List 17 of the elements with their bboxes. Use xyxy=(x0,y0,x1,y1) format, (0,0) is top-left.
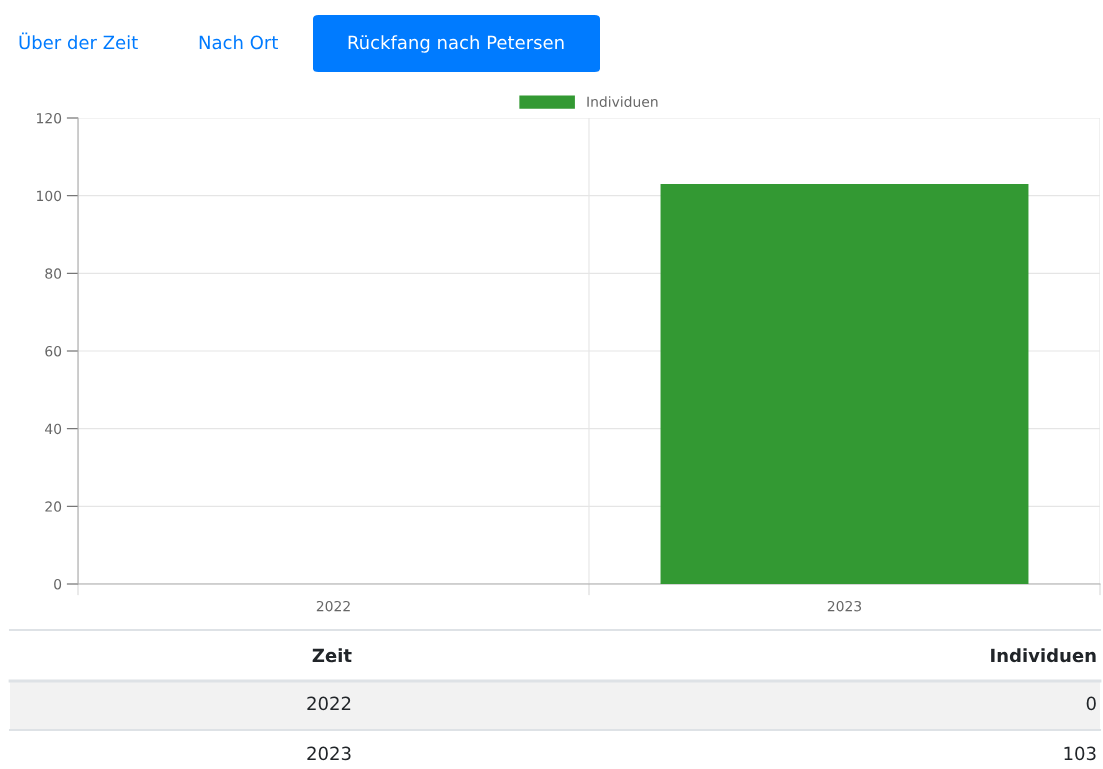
text: Individuen xyxy=(991,648,1096,663)
category-label: 2023 xyxy=(307,746,351,761)
y-tick-label: 80 xyxy=(45,268,62,279)
y-tick-label: 0 xyxy=(54,578,62,590)
text: Nach Ort xyxy=(199,35,278,50)
text: Rückfang nach Petersen xyxy=(348,35,564,53)
text: 0 xyxy=(1086,696,1096,711)
text: Über der Zeit xyxy=(19,32,138,50)
category-label: 2022 xyxy=(307,696,351,711)
y-tick-label: 20 xyxy=(45,501,62,512)
y-tick-label: 60 xyxy=(45,345,62,357)
text: 103 xyxy=(1064,746,1096,761)
legend-label: Individuen xyxy=(587,96,658,107)
y-tick-label: 120 xyxy=(37,112,62,124)
y-tick-label: 40 xyxy=(45,423,62,435)
x-axis-title: Zeit xyxy=(312,648,352,663)
y-tick-label: 100 xyxy=(37,190,62,202)
